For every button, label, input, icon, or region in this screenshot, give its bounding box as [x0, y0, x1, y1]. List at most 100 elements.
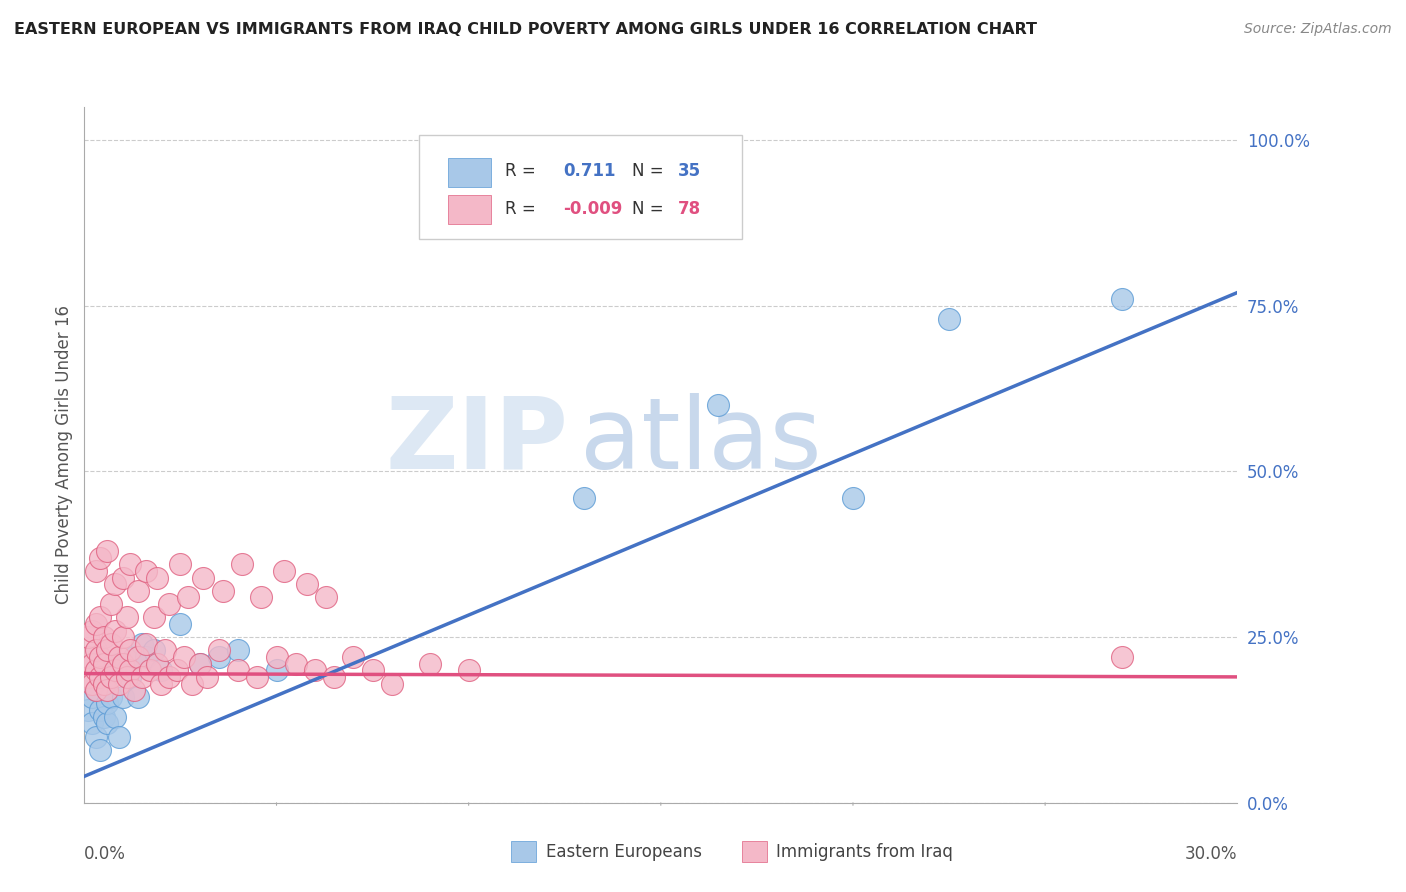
Text: R =: R =: [505, 201, 536, 219]
Point: [135, 564, 157, 578]
Point: [104, 663, 127, 677]
Point: [89, 703, 111, 717]
Text: 0.0%: 0.0%: [84, 845, 127, 863]
Point: [100, 690, 122, 704]
Point: [419, 657, 441, 671]
Point: [146, 657, 169, 671]
Point: [166, 663, 188, 677]
Point: [157, 670, 180, 684]
Text: atlas: atlas: [581, 392, 821, 490]
Point: [231, 558, 253, 572]
Point: [131, 670, 153, 684]
Point: [707, 398, 730, 412]
Point: [111, 657, 134, 671]
Point: [188, 657, 211, 671]
Point: [84, 683, 107, 698]
Point: [572, 491, 595, 505]
Point: [93, 676, 115, 690]
Point: [150, 663, 173, 677]
Point: [96, 544, 118, 558]
Text: ZIP: ZIP: [385, 392, 568, 490]
Point: [96, 670, 118, 684]
Point: [100, 637, 122, 651]
Point: [195, 670, 218, 684]
Point: [84, 643, 107, 657]
Point: [297, 577, 319, 591]
Point: [208, 643, 231, 657]
Point: [115, 610, 138, 624]
Text: R =: R =: [505, 162, 536, 180]
Point: [93, 676, 115, 690]
Point: [100, 670, 122, 684]
Point: [108, 650, 131, 665]
Point: [93, 709, 115, 723]
Point: [84, 730, 107, 744]
Point: [938, 312, 960, 326]
Text: Immigrants from Iraq: Immigrants from Iraq: [776, 843, 953, 861]
Point: [842, 491, 865, 505]
Point: [124, 650, 146, 665]
Y-axis label: Child Poverty Among Girls Under 16: Child Poverty Among Girls Under 16: [55, 305, 73, 605]
Text: EASTERN EUROPEAN VS IMMIGRANTS FROM IRAQ CHILD POVERTY AMONG GIRLS UNDER 16 CORR: EASTERN EUROPEAN VS IMMIGRANTS FROM IRAQ…: [14, 22, 1038, 37]
Point: [381, 676, 404, 690]
Point: [115, 663, 138, 677]
Point: [127, 650, 149, 665]
Point: [89, 650, 111, 665]
Point: [177, 591, 200, 605]
Point: [246, 670, 269, 684]
Point: [142, 610, 165, 624]
Point: [169, 558, 191, 572]
FancyBboxPatch shape: [419, 135, 741, 239]
Point: [93, 657, 115, 671]
Point: [273, 564, 295, 578]
Point: [80, 676, 103, 690]
Point: [89, 610, 111, 624]
Point: [77, 650, 100, 665]
Point: [96, 716, 118, 731]
Text: 35: 35: [678, 162, 702, 180]
Text: Eastern Europeans: Eastern Europeans: [546, 843, 702, 861]
Point: [104, 709, 127, 723]
Point: [108, 730, 131, 744]
Point: [342, 650, 364, 665]
Point: [89, 550, 111, 565]
Point: [104, 577, 127, 591]
Point: [96, 697, 118, 711]
Text: N =: N =: [633, 201, 664, 219]
Point: [284, 657, 307, 671]
Text: -0.009: -0.009: [562, 201, 623, 219]
Point: [120, 643, 142, 657]
Point: [142, 643, 165, 657]
Point: [104, 624, 127, 638]
Point: [84, 564, 107, 578]
Point: [250, 591, 273, 605]
FancyBboxPatch shape: [741, 841, 766, 862]
Point: [188, 657, 211, 671]
Point: [193, 570, 215, 584]
Point: [96, 643, 118, 657]
Point: [304, 663, 326, 677]
Point: [226, 663, 249, 677]
Point: [124, 683, 146, 698]
Point: [111, 630, 134, 644]
Point: [266, 650, 288, 665]
Point: [135, 650, 157, 665]
FancyBboxPatch shape: [510, 841, 536, 862]
Text: Source: ZipAtlas.com: Source: ZipAtlas.com: [1244, 22, 1392, 37]
Point: [138, 663, 160, 677]
Point: [150, 676, 173, 690]
Point: [323, 670, 346, 684]
Point: [111, 570, 134, 584]
Point: [80, 624, 103, 638]
Point: [84, 616, 107, 631]
Point: [127, 690, 149, 704]
Point: [315, 591, 337, 605]
Point: [84, 683, 107, 698]
Point: [77, 630, 100, 644]
Point: [211, 583, 233, 598]
Point: [457, 663, 479, 677]
Text: 30.0%: 30.0%: [1185, 845, 1237, 863]
Point: [89, 670, 111, 684]
Point: [80, 657, 103, 671]
Point: [93, 630, 115, 644]
